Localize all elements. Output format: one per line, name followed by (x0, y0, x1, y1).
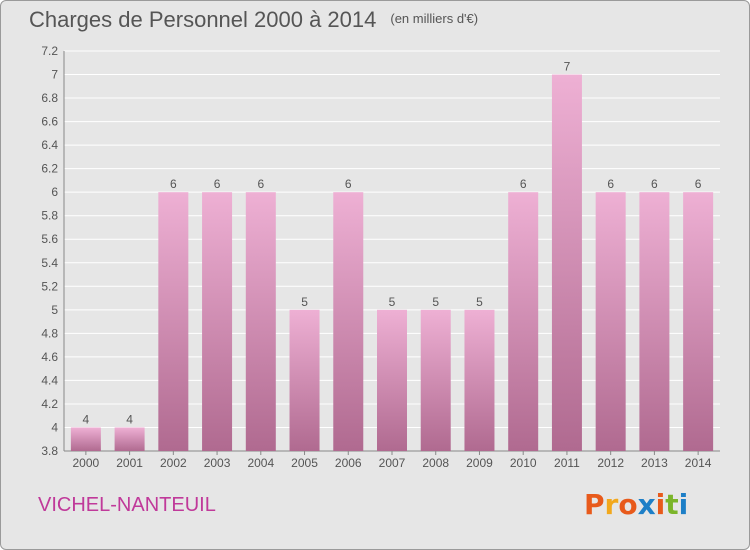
bar (595, 192, 626, 452)
data-label: 5 (389, 295, 396, 309)
logo-letter: t (665, 488, 679, 521)
x-tick-label: 2003 (204, 456, 231, 470)
y-tick-label: 6.4 (41, 138, 58, 152)
data-label: 4 (83, 412, 90, 426)
data-label: 6 (607, 177, 614, 191)
chart-unit: (en milliers d'€) (390, 11, 479, 26)
bar (377, 309, 407, 451)
y-tick-label: 4 (51, 420, 58, 434)
y-tick-label: 5.4 (41, 256, 58, 270)
data-label: 5 (476, 295, 483, 309)
bar (639, 192, 670, 452)
x-tick-label: 2001 (116, 456, 143, 470)
data-label: 6 (170, 177, 177, 191)
x-tick-label: 2004 (247, 456, 274, 470)
bar (202, 192, 233, 452)
data-label: 6 (520, 177, 527, 191)
x-tick-label: 2002 (160, 456, 187, 470)
y-tick-label: 6 (51, 185, 58, 199)
data-label: 6 (214, 177, 221, 191)
y-tick-label: 6.2 (41, 162, 58, 176)
x-tick-label: 2005 (291, 456, 318, 470)
y-tick-label: 4.8 (41, 326, 58, 340)
proxiti-logo: Proxiti (584, 488, 688, 521)
y-tick-label: 7.2 (41, 44, 58, 58)
logo-letter: o (618, 488, 638, 521)
y-tick-label: 5.6 (41, 232, 58, 246)
logo-letter: i (655, 488, 666, 521)
logo-letter: r (604, 488, 619, 521)
bar (158, 192, 189, 452)
bar (70, 427, 101, 451)
bar (464, 309, 495, 451)
x-tick-label: 2009 (466, 456, 493, 470)
commune-name: VICHEL-NANTEUIL (38, 494, 216, 516)
x-tick-label: 2006 (335, 456, 362, 470)
y-tick-label: 4.4 (41, 373, 58, 387)
y-tick-label: 4.6 (41, 350, 58, 364)
chart-title: Charges de Personnel 2000 à 2014 (en mill… (29, 7, 478, 33)
logo-letter: P (584, 488, 605, 521)
data-label: 5 (301, 295, 308, 309)
x-tick-label: 2014 (685, 456, 712, 470)
data-label: 6 (345, 177, 352, 191)
y-tick-label: 6.6 (41, 115, 58, 129)
data-label: 6 (695, 177, 702, 191)
bar (420, 309, 451, 451)
x-tick-label: 2000 (73, 456, 100, 470)
y-tick-label: 5.2 (41, 279, 58, 293)
bar (114, 427, 145, 451)
bar (508, 192, 539, 452)
x-tick-label: 2011 (554, 456, 580, 470)
bar (333, 192, 364, 452)
bar (683, 192, 714, 452)
data-label: 4 (126, 412, 133, 426)
bar (245, 192, 276, 452)
logo-letter: x (637, 488, 656, 521)
data-label: 6 (651, 177, 658, 191)
bar (551, 74, 582, 451)
x-tick-label: 2008 (422, 456, 449, 470)
data-label: 5 (432, 295, 439, 309)
x-tick-label: 2010 (510, 456, 537, 470)
data-label: 6 (257, 177, 264, 191)
bar (289, 309, 320, 451)
data-label: 7 (564, 60, 571, 74)
logo-letter: i (678, 488, 689, 521)
y-tick-label: 5 (51, 303, 58, 317)
chart-title-text: Charges de Personnel 2000 à 2014 (29, 7, 377, 32)
x-tick-label: 2012 (597, 456, 624, 470)
y-tick-label: 5.8 (41, 209, 58, 223)
x-tick-label: 2013 (641, 456, 668, 470)
y-tick-label: 7 (51, 68, 58, 82)
y-tick-label: 6.8 (41, 91, 58, 105)
y-tick-label: 3.8 (41, 444, 58, 458)
x-tick-label: 2007 (379, 456, 406, 470)
y-tick-label: 4.2 (41, 397, 58, 411)
